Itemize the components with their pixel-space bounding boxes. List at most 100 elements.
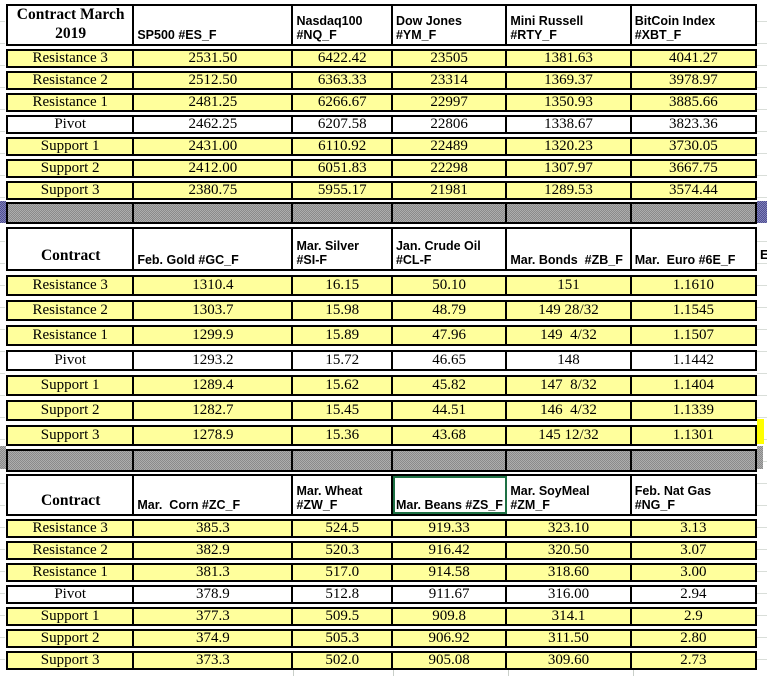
value-cell[interactable]: 1.1442 [672,352,714,368]
value-cell[interactable]: 906.92 [393,631,508,646]
value-cell[interactable]: 517.0 [293,565,393,580]
value-cell[interactable]: 1350.93 [507,95,632,110]
value-cell[interactable]: 2481.25 [134,95,294,110]
value-cell[interactable]: 151 [507,277,632,294]
value-cell[interactable]: 146 4/32 [507,402,632,419]
row-label-cell[interactable]: Support 1 [8,377,135,394]
row-label-cell[interactable]: Support 3 [8,653,135,668]
row-label-cell[interactable]: Support 1 [8,139,135,154]
value-cell[interactable]: 378.9 [134,587,294,602]
instrument-header-cell[interactable]: Dow Jones #YM_F [393,6,508,44]
value-cell[interactable]: 16.15 [293,277,393,294]
value-cell[interactable]: 3978.97 [668,73,718,88]
value-cell[interactable]: 6422.42 [293,51,393,66]
instrument-header-cell[interactable]: Mar. Silver #SI-F [293,229,393,269]
value-cell[interactable]: 1.1404 [672,377,714,393]
value-cell[interactable]: 505.3 [293,631,393,646]
value-cell[interactable]: 15.62 [293,377,393,394]
value-cell[interactable]: 905.08 [393,653,508,668]
value-cell[interactable]: 3.00 [680,565,707,580]
value-cell[interactable]: 3574.44 [668,183,718,198]
value-cell[interactable]: 311.50 [507,631,632,646]
value-cell[interactable]: 15.36 [293,427,393,444]
instrument-header-cell[interactable]: SP500 #ES_F [134,6,294,44]
value-cell[interactable]: 1.1545 [672,302,714,318]
value-cell[interactable]: 6207.58 [293,117,393,132]
value-cell[interactable]: 323.10 [507,521,632,536]
value-cell[interactable]: 3823.36 [668,117,718,132]
row-label-cell[interactable]: Support 1 [8,609,135,624]
value-cell[interactable]: 1.1339 [672,402,714,418]
value-cell[interactable]: 1320.23 [507,139,632,154]
value-cell[interactable]: 149 4/32 [507,327,632,344]
value-cell[interactable]: 1381.63 [507,51,632,66]
value-cell[interactable]: 3885.66 [668,95,718,110]
value-cell[interactable]: 509.5 [293,609,393,624]
value-cell[interactable]: 22489 [393,139,508,154]
value-cell[interactable]: 43.68 [393,427,508,444]
instrument-header-cell[interactable]: Mar. Euro #6E_F [634,253,736,267]
value-cell[interactable]: 318.60 [507,565,632,580]
value-cell[interactable]: 373.3 [134,653,294,668]
row-label-cell[interactable]: Pivot [8,352,135,369]
row-label-cell[interactable]: Resistance 3 [8,277,135,294]
value-cell[interactable]: 5955.17 [293,183,393,198]
value-cell[interactable]: 4041.27 [668,51,718,66]
value-cell[interactable]: 2462.25 [134,117,294,132]
contract-column-header[interactable]: Contract March 2019 [8,6,135,44]
value-cell[interactable]: 382.9 [134,543,294,558]
row-label-cell[interactable]: Resistance 3 [8,521,135,536]
value-cell[interactable]: 22997 [393,95,508,110]
value-cell[interactable]: 23505 [393,51,508,66]
instrument-header-cell[interactable]: Jan. Crude Oil #CL-F [393,229,508,269]
row-label-cell[interactable]: Pivot [8,117,135,132]
value-cell[interactable]: 21981 [393,183,508,198]
value-cell[interactable]: 1.1507 [672,327,714,343]
value-cell[interactable]: 911.67 [393,587,508,602]
value-cell[interactable]: 145 12/32 [507,427,632,444]
value-cell[interactable]: 1369.37 [507,73,632,88]
value-cell[interactable]: 520.3 [293,543,393,558]
value-cell[interactable]: 45.82 [393,377,508,394]
row-label-cell[interactable]: Support 3 [8,183,135,198]
value-cell[interactable]: 3730.05 [668,139,718,154]
value-cell[interactable]: 2380.75 [134,183,294,198]
row-label-cell[interactable]: Resistance 1 [8,327,135,344]
instrument-header-cell[interactable]: Mar. Wheat #ZW_F [293,476,393,514]
value-cell[interactable]: 909.8 [393,609,508,624]
value-cell[interactable]: 512.8 [293,587,393,602]
value-cell[interactable]: 377.3 [134,609,294,624]
value-cell[interactable]: 6363.33 [293,73,393,88]
value-cell[interactable]: 147 8/32 [507,377,632,394]
instrument-header-cell[interactable]: Mar. Corn #ZC_F [134,476,294,514]
value-cell[interactable]: 314.1 [507,609,632,624]
value-cell[interactable]: 3667.75 [668,161,718,176]
value-cell[interactable]: 15.45 [293,402,393,419]
value-cell[interactable]: 22298 [393,161,508,176]
value-cell[interactable]: 914.58 [393,565,508,580]
value-cell[interactable]: 15.98 [293,302,393,319]
value-cell[interactable]: 22806 [393,117,508,132]
value-cell[interactable]: 2.94 [680,587,707,602]
row-label-cell[interactable]: Resistance 2 [8,302,135,319]
value-cell[interactable]: 46.65 [393,352,508,369]
value-cell[interactable]: 6110.92 [293,139,393,154]
row-label-cell[interactable]: Support 2 [8,631,135,646]
value-cell[interactable]: 3.13 [680,521,707,536]
value-cell[interactable]: 1278.9 [134,427,294,444]
instrument-header-cell[interactable]: Mar. Bonds #ZB_F [507,229,632,269]
value-cell[interactable]: 2512.50 [134,73,294,88]
instrument-header-cell[interactable]: BitCoin Index #XBT_F [634,14,716,42]
value-cell[interactable]: 149 28/32 [507,302,632,319]
value-cell[interactable]: 385.3 [134,521,294,536]
value-cell[interactable]: 2531.50 [134,51,294,66]
value-cell[interactable]: 1.1610 [672,277,714,293]
value-cell[interactable]: 2.73 [680,653,707,668]
row-label-cell[interactable]: Support 3 [8,427,135,444]
instrument-header-cell[interactable]: Mar. Beans #ZS_F [392,476,508,514]
value-cell[interactable]: 1299.9 [134,327,294,344]
value-cell[interactable]: 44.51 [393,402,508,419]
row-label-cell[interactable]: Resistance 3 [8,51,135,66]
value-cell[interactable]: 1289.53 [507,183,632,198]
value-cell[interactable]: 1289.4 [134,377,294,394]
